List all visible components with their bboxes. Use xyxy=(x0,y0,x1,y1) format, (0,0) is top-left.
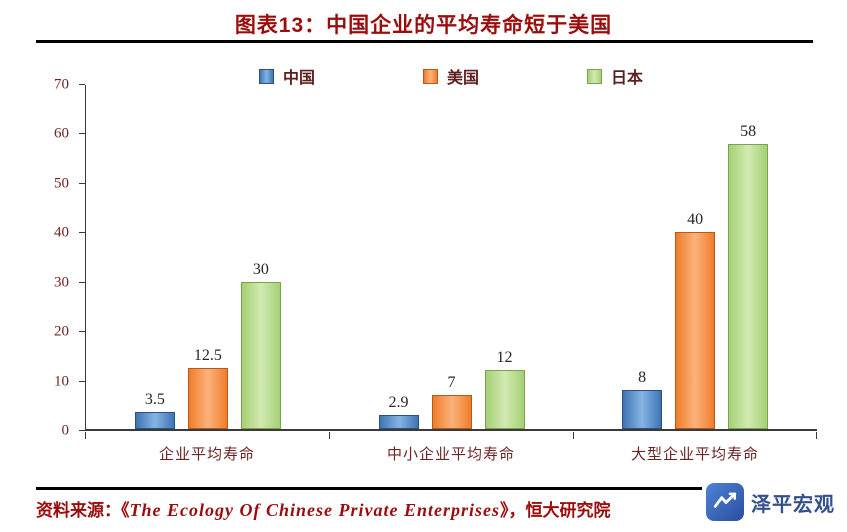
x-category-label: 中小企业平均寿命 xyxy=(386,446,515,463)
bar-value-label: 2.9 xyxy=(388,393,409,411)
y-tick-mark xyxy=(79,232,85,234)
bar xyxy=(622,389,663,429)
legend-swatch xyxy=(258,68,274,84)
bar-group: 2.9 7 12 xyxy=(330,85,574,429)
bar-wrap: 30 xyxy=(240,85,281,429)
x-tick-mark xyxy=(328,432,330,439)
bar xyxy=(431,394,472,429)
legend-swatch xyxy=(422,68,438,84)
title-divider xyxy=(36,40,813,43)
bar-value-label: 30 xyxy=(252,260,269,278)
y-tick-label: 70 xyxy=(54,76,69,93)
bar xyxy=(187,367,228,429)
footer-divider xyxy=(36,487,813,490)
x-tick-mark xyxy=(572,432,574,439)
bar-value-label: 7 xyxy=(447,373,456,391)
source-line: 资料来源：《The Ecology Of Chinese Private Ent… xyxy=(36,496,610,521)
bar-value-label: 40 xyxy=(687,211,704,229)
source-english-title: The Ecology Of Chinese Private Enterpris… xyxy=(129,500,500,520)
y-tick-mark xyxy=(79,331,85,333)
bar-wrap: 7 xyxy=(431,85,472,429)
x-tick-mark xyxy=(85,432,86,439)
bar-value-label: 3.5 xyxy=(144,390,165,408)
y-tick-label: 30 xyxy=(54,274,69,291)
legend-item: 中国 xyxy=(258,64,315,88)
bar-wrap: 3.5 xyxy=(134,85,175,429)
y-axis: 0 10 20 30 40 50 60 70 xyxy=(0,77,85,439)
bar-wrap: 12.5 xyxy=(187,85,228,429)
x-tick-mark xyxy=(816,432,817,439)
x-category-label: 大型企业平均寿命 xyxy=(630,446,759,463)
y-tick-label: 40 xyxy=(54,224,69,241)
chart-legend: 中国 美国 日本 xyxy=(85,64,817,88)
x-axis-ticks xyxy=(85,432,817,439)
trend-mark-icon xyxy=(706,483,744,521)
legend-label: 中国 xyxy=(282,70,315,87)
bar-group: 3.5 12.5 30 xyxy=(86,85,330,429)
source-suffix: 》，恒大研究院 xyxy=(499,501,611,520)
brand-badge: 泽平宏观 xyxy=(702,483,835,521)
plot-area: 3.5 12.5 30 2.9 7 12 8 40 58 xyxy=(85,85,817,431)
y-tick-label: 50 xyxy=(54,175,69,192)
legend-item: 美国 xyxy=(422,64,479,88)
bar xyxy=(728,143,769,429)
bar-value-label: 12.5 xyxy=(193,346,222,364)
bar-wrap: 58 xyxy=(728,85,769,429)
bar-value-label: 8 xyxy=(638,368,647,386)
bar-wrap: 2.9 xyxy=(378,85,419,429)
bar xyxy=(134,411,175,429)
y-tick-mark xyxy=(79,281,85,283)
legend-item: 日本 xyxy=(587,64,643,88)
y-tick-label: 20 xyxy=(54,323,69,340)
bar xyxy=(675,232,716,429)
bar xyxy=(240,281,281,429)
brand-name: 泽平宏观 xyxy=(751,493,835,516)
chart-title: 图表13：中国企业的平均寿命短于美国 xyxy=(234,14,613,37)
legend-label: 美国 xyxy=(446,70,479,87)
y-tick-mark xyxy=(79,430,85,431)
y-tick-mark xyxy=(79,84,85,85)
y-tick-label: 60 xyxy=(54,125,69,142)
bar xyxy=(484,370,525,429)
bar-wrap: 40 xyxy=(675,85,716,429)
bar-wrap: 8 xyxy=(622,85,663,429)
bar xyxy=(378,414,419,429)
legend-swatch xyxy=(587,68,602,84)
legend-label: 日本 xyxy=(611,70,644,87)
y-tick-label: 10 xyxy=(54,373,69,390)
x-category-label: 企业平均寿命 xyxy=(158,446,255,463)
x-axis-labels: 企业平均寿命 中小企业平均寿命 大型企业平均寿命 xyxy=(85,443,817,464)
bar-value-label: 12 xyxy=(496,349,513,367)
bar-value-label: 58 xyxy=(740,122,757,140)
y-tick-mark xyxy=(79,182,85,184)
bar-group: 8 40 58 xyxy=(573,85,817,429)
y-tick-mark xyxy=(79,380,85,382)
source-prefix: 资料来源：《 xyxy=(36,501,130,520)
y-tick-mark xyxy=(79,133,85,135)
y-tick-label: 0 xyxy=(61,422,70,439)
bar-wrap: 12 xyxy=(484,85,525,429)
